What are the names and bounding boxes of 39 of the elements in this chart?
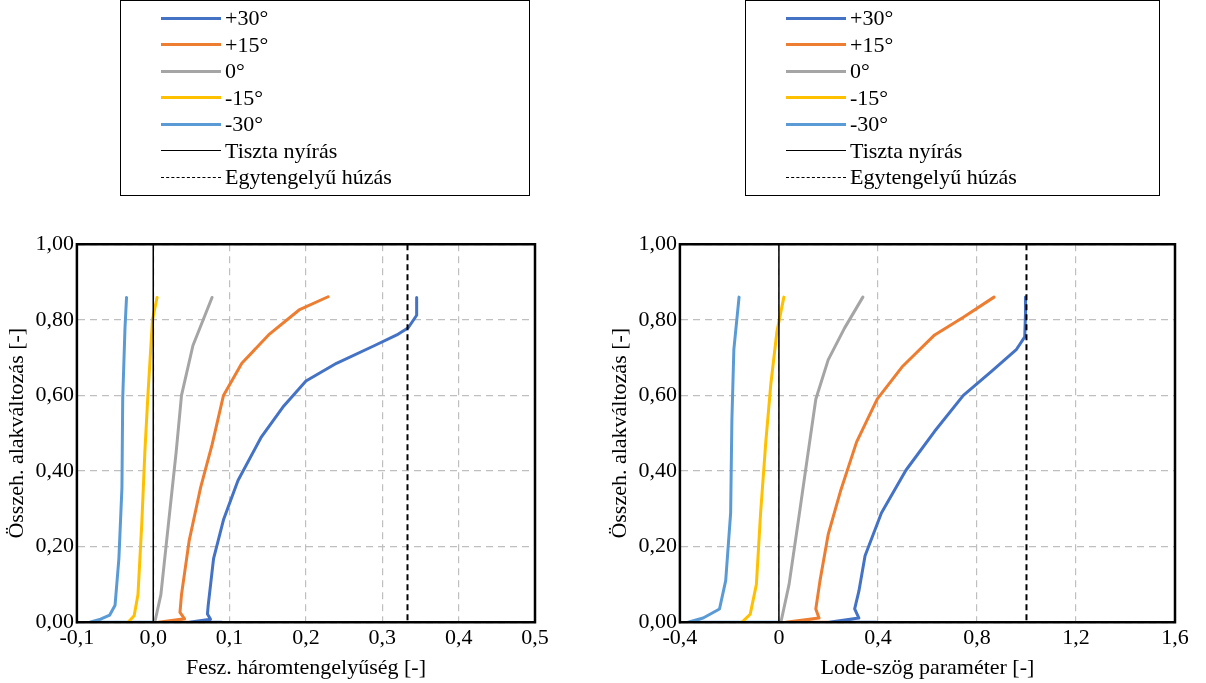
legend-label: -30° (225, 111, 264, 138)
x-tick-label: 1,2 (1062, 624, 1090, 650)
legend-label: +15° (850, 31, 894, 58)
legend-label: Egytengelyű húzás (225, 164, 392, 191)
y-tick-label: 0,20 (638, 532, 677, 558)
x-tick-label: 0,0 (139, 624, 167, 650)
y-tick-label: 0,60 (35, 381, 74, 407)
x-tick-label: 1,6 (1161, 624, 1189, 650)
y-tick-label: 0,60 (638, 381, 677, 407)
y-tick-label: 0,40 (638, 456, 677, 482)
x-axis-title: Fesz. háromtengelyűség [-] (185, 653, 426, 679)
x-tick-label: 0,1 (215, 624, 244, 650)
x-tick-label: 0,3 (368, 624, 397, 650)
x-axis-title: Lode-szög paraméter [-] (820, 653, 1035, 679)
legend-label: +30° (225, 5, 269, 32)
x-tick-label: 0,5 (521, 624, 549, 650)
legend-label: Tiszta nyírás (850, 137, 963, 164)
y-tick-label: 1,00 (35, 229, 74, 255)
x-tick-label: 0,2 (292, 624, 320, 650)
x-tick-label: 0 (773, 624, 785, 650)
legend-label: -30° (850, 111, 889, 138)
legend-label: Tiszta nyírás (225, 137, 338, 164)
legend-label: -15° (225, 84, 264, 111)
legend-label: -15° (850, 84, 889, 111)
y-tick-label: 0,20 (35, 532, 74, 558)
x-tick-label: 0,8 (963, 624, 991, 650)
y-tick-label: 0,80 (638, 305, 677, 331)
legend-label: 0° (850, 58, 870, 85)
legend-label: Egytengelyű húzás (850, 164, 1017, 191)
y-axis-title: Összeh. alakváltozás [-] (2, 327, 28, 539)
y-tick-label: 0,40 (35, 456, 74, 482)
y-axis-title: Összeh. alakváltozás [-] (605, 327, 631, 539)
x-tick-label: 0,4 (444, 624, 473, 650)
legend-label: 0° (225, 58, 245, 85)
x-tick-label: 0,4 (864, 624, 892, 650)
y-tick-label: 0,80 (35, 305, 74, 331)
y-tick-label: 1,00 (638, 229, 677, 255)
legend-label: +15° (225, 31, 269, 58)
legend-label: +30° (850, 5, 894, 32)
